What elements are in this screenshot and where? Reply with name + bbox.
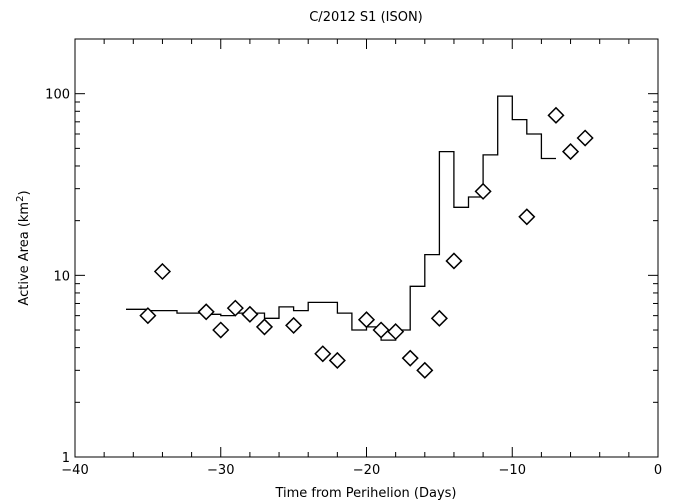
diamond-marker: [372, 321, 390, 339]
x-tick-label: −40: [61, 463, 88, 478]
diamond-marker: [576, 129, 594, 147]
diamond-marker: [416, 361, 434, 379]
y-tick-label: 100: [45, 88, 70, 103]
diamond-marker: [328, 351, 346, 370]
diamond-marker: [518, 208, 536, 226]
chart-title: C/2012 S1 (ISON): [309, 10, 423, 25]
diamond-marker: [212, 321, 230, 339]
y-tick-label: 10: [53, 269, 70, 284]
diamond-marker: [241, 305, 259, 323]
x-tick-label: 0: [654, 463, 662, 478]
x-axis-label: Time from Perihelion (Days): [274, 486, 456, 501]
x-tick-labels: −40 −30 −20 −10 0: [61, 463, 662, 478]
diamond-marker: [314, 345, 332, 363]
axis-ticks: [74, 38, 659, 458]
observation-markers: [139, 106, 594, 379]
diamond-marker: [139, 307, 157, 325]
diamond-marker: [197, 303, 215, 321]
diamond-marker: [430, 309, 448, 327]
diamond-marker: [255, 318, 274, 336]
diamond-marker: [357, 311, 376, 329]
diamond-marker: [474, 182, 492, 200]
y-axis-label-text: Active Area (km: [17, 202, 32, 306]
diamond-marker: [401, 349, 419, 367]
diamond-marker: [547, 106, 565, 124]
diamond-marker: [153, 262, 172, 281]
y-axis-label-superscript: 2: [15, 196, 26, 202]
plot-frame: [74, 38, 659, 458]
diamond-marker: [387, 323, 405, 341]
x-tick-label: −20: [353, 463, 380, 478]
active-area-step-line: [126, 95, 556, 341]
diamond-marker: [285, 316, 303, 334]
y-axis-label-close: ): [17, 190, 32, 195]
diamond-marker: [561, 143, 580, 161]
x-tick-label: −10: [499, 463, 526, 478]
y-tick-label: 1: [62, 451, 70, 466]
y-axis-label: Active Area (km2): [15, 190, 32, 305]
x-tick-label: −30: [207, 463, 234, 478]
diamond-marker: [226, 299, 244, 317]
diamond-marker: [445, 252, 463, 270]
y-tick-labels: 1 10 100: [45, 88, 70, 466]
